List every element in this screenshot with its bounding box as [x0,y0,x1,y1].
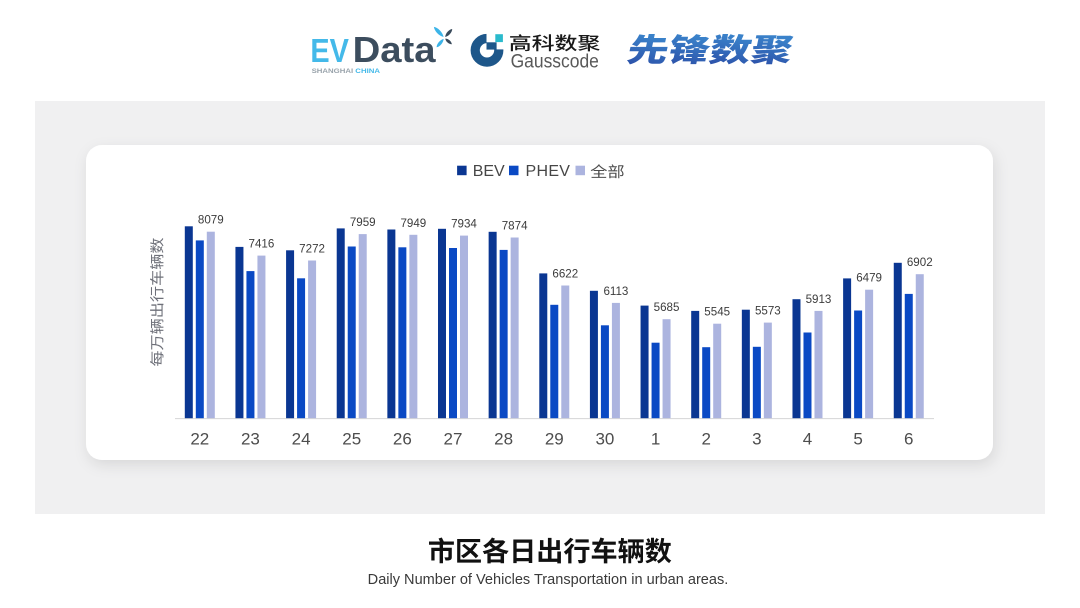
svg-text:1: 1 [651,430,660,449]
svg-text:SHANGHAI CHINA: SHANGHAI CHINA [312,68,381,75]
svg-text:7934: 7934 [451,218,477,231]
svg-text:3: 3 [752,430,761,449]
svg-text:PHEV: PHEV [526,163,571,180]
svg-text:30: 30 [595,430,614,449]
svg-text:Data: Data [353,29,437,70]
svg-text:5: 5 [853,430,862,449]
svg-text:23: 23 [241,430,260,449]
svg-text:6622: 6622 [552,268,578,281]
svg-text:22: 22 [190,430,209,449]
svg-text:7949: 7949 [400,217,426,230]
svg-text:7959: 7959 [350,216,376,229]
svg-text:8079: 8079 [198,214,224,227]
svg-text:7874: 7874 [502,220,528,233]
svg-text:5573: 5573 [755,305,781,318]
svg-text:5545: 5545 [704,306,730,319]
svg-text:6: 6 [904,430,913,449]
svg-text:5913: 5913 [806,293,832,306]
svg-text:25: 25 [342,430,361,449]
svg-text:27: 27 [444,430,463,449]
svg-text:6902: 6902 [907,256,933,269]
svg-text:Daily Number of Vehicles Trans: Daily Number of Vehicles Transportation … [368,572,729,588]
svg-text:28: 28 [494,430,513,449]
svg-text:Gausscode: Gausscode [511,51,599,72]
svg-text:7272: 7272 [299,243,325,256]
svg-text:7416: 7416 [249,238,275,251]
svg-text:26: 26 [393,430,412,449]
svg-text:2: 2 [701,430,710,449]
svg-text:6479: 6479 [856,272,882,285]
svg-text:29: 29 [545,430,564,449]
svg-text:24: 24 [292,430,311,449]
svg-text:6113: 6113 [603,285,628,298]
svg-text:EV: EV [310,33,349,70]
svg-text:BEV: BEV [473,163,505,180]
svg-text:4: 4 [803,430,812,449]
svg-text:5685: 5685 [654,301,680,314]
